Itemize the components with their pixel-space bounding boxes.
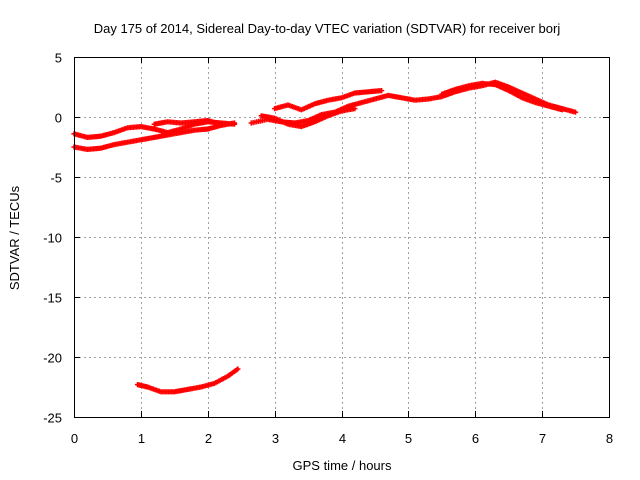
series-trace-day-d [439, 80, 565, 113]
axis-ticks: 0 1 2 3 4 5 6 7 8 5 0 -5 -10 -15 -20 -25 [43, 51, 613, 447]
x-tick-label: 0 [71, 431, 78, 446]
y-tick-label: 5 [55, 51, 62, 66]
data-point [379, 88, 385, 94]
data-point [231, 121, 238, 127]
data-point [218, 121, 224, 127]
series-trace-day-c [258, 106, 358, 130]
data-point [559, 107, 565, 113]
y-axis-label: SDTVAR / TECUs [7, 185, 22, 290]
y-tick-label: 0 [55, 111, 62, 126]
chart-title: Day 175 of 2014, Sidereal Day-to-day VTE… [94, 21, 561, 36]
y-tick-label: -15 [43, 291, 62, 306]
x-tick-label: 2 [205, 431, 212, 446]
x-axis-label: GPS time / hours [293, 458, 392, 473]
data-point [352, 106, 358, 112]
data-point [572, 109, 579, 115]
data-points [71, 79, 579, 395]
series-trace-day-a [248, 79, 579, 126]
x-tick-label: 3 [272, 431, 279, 446]
y-tick-label: -5 [50, 171, 62, 186]
series-trace-negative [134, 366, 241, 395]
x-tick-label: 7 [539, 431, 546, 446]
x-tick-label: 8 [606, 431, 613, 446]
x-tick-label: 6 [472, 431, 479, 446]
x-tick-label: 5 [405, 431, 412, 446]
series-trace-mid-a [151, 118, 224, 127]
y-tick-label: -10 [43, 231, 62, 246]
y-tick-label: -20 [43, 351, 62, 366]
data-point [235, 366, 241, 372]
series-trace-day-b [272, 88, 385, 113]
x-tick-label: 1 [138, 431, 145, 446]
x-tick-label: 4 [339, 431, 346, 446]
y-tick-label: -25 [43, 411, 62, 426]
